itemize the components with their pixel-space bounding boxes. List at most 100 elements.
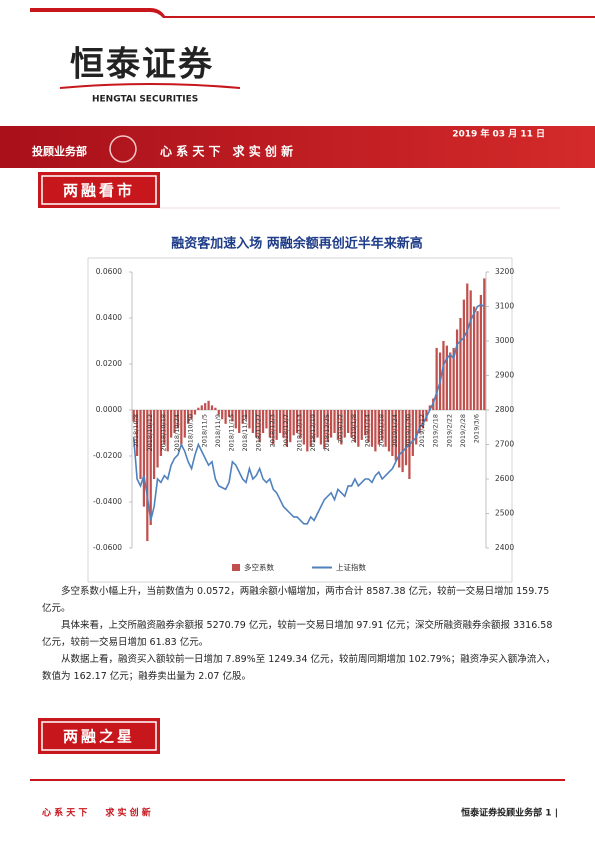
x-tick-label: 2018/10/24 bbox=[173, 414, 181, 451]
bar bbox=[326, 410, 329, 443]
x-tick-label: 2018/11/15 bbox=[228, 414, 236, 451]
y-tick-label: -0.0600 bbox=[93, 543, 122, 552]
legend-label: 多空系数 bbox=[244, 562, 274, 572]
bar bbox=[159, 410, 163, 456]
x-tick-label: 2018/10/30 bbox=[187, 414, 195, 451]
bar bbox=[251, 410, 254, 433]
bar bbox=[302, 410, 306, 445]
paragraphs: 多空系数小幅上升，当前数值为 0.0572，两融余额小幅增加，两市合计 8587… bbox=[42, 583, 560, 685]
x-tick-label: 2019/2/18 bbox=[432, 414, 440, 447]
bar bbox=[367, 410, 370, 443]
y2-tick-label: 3100 bbox=[495, 302, 514, 311]
bar bbox=[278, 410, 282, 433]
banner bbox=[0, 126, 595, 168]
bar bbox=[384, 410, 387, 447]
emblem bbox=[109, 135, 137, 163]
bar bbox=[387, 410, 391, 452]
x-tick-label: 2019/1/18 bbox=[377, 414, 385, 447]
bar bbox=[442, 341, 445, 410]
x-tick-label: 2018/12/19 bbox=[309, 414, 317, 451]
y-tick-label: 0.0200 bbox=[96, 359, 122, 368]
bar bbox=[214, 407, 217, 410]
y2-tick-label: 2800 bbox=[495, 405, 514, 414]
bar bbox=[248, 410, 251, 429]
logo: 恒泰证券 bbox=[70, 45, 214, 85]
bar bbox=[187, 410, 190, 424]
bar bbox=[398, 410, 401, 468]
line bbox=[132, 303, 485, 525]
bar bbox=[391, 410, 394, 456]
bar bbox=[476, 311, 479, 410]
bar bbox=[149, 410, 152, 525]
bar bbox=[404, 410, 408, 466]
bar bbox=[319, 410, 323, 445]
bar bbox=[449, 352, 452, 410]
bar bbox=[415, 410, 418, 445]
y2-tick-label: 3000 bbox=[495, 336, 514, 345]
chart: -0.0600 -0.0400 -0.0200 0.0000 0.0200 0.0400 0… bbox=[93, 267, 514, 572]
y2-tick-label: 2700 bbox=[495, 440, 514, 449]
bar bbox=[340, 410, 343, 445]
bar bbox=[401, 410, 404, 473]
x-tick-label: 2019/2/28 bbox=[459, 414, 467, 447]
bar bbox=[282, 410, 285, 438]
x-tick-label: 2019/1/2 bbox=[336, 414, 344, 443]
chart-frame bbox=[87, 257, 513, 583]
bar bbox=[316, 410, 319, 438]
x-tick-label: 2018/11/27 bbox=[255, 414, 263, 451]
bar bbox=[306, 410, 309, 452]
section-box bbox=[38, 718, 160, 754]
bar bbox=[166, 410, 169, 452]
x-tick-label: 2019/1/30 bbox=[405, 414, 413, 447]
bar bbox=[435, 347, 438, 410]
bar bbox=[231, 410, 234, 422]
bar bbox=[217, 410, 220, 415]
y-tick-label: 0.0000 bbox=[96, 405, 122, 414]
bar bbox=[479, 295, 483, 410]
bar bbox=[132, 410, 135, 422]
section-frame bbox=[41, 721, 157, 751]
bar bbox=[292, 410, 295, 436]
bar bbox=[428, 405, 431, 410]
bar bbox=[135, 410, 139, 456]
bar bbox=[483, 278, 486, 410]
x-tick-label: 2019/3/6 bbox=[473, 414, 481, 443]
bar bbox=[336, 410, 340, 440]
bar bbox=[347, 410, 350, 433]
bar bbox=[221, 410, 224, 420]
y2-tick-label: 2500 bbox=[495, 509, 514, 518]
bar bbox=[142, 410, 146, 507]
logo-en: HENGTAI SECURITIES bbox=[92, 95, 198, 105]
x-tick-label: 2018/11/9 bbox=[214, 414, 222, 447]
bar bbox=[146, 410, 149, 542]
y-tick-label: 0.0600 bbox=[96, 267, 122, 276]
bar bbox=[312, 410, 316, 443]
bar bbox=[289, 410, 292, 443]
slogan: 心 系 天 下 求 实 创 新 bbox=[160, 144, 293, 159]
x-tick-label: 2018/12/7 bbox=[282, 414, 290, 447]
bar bbox=[295, 410, 299, 433]
bar bbox=[268, 410, 271, 438]
department: 投顾业务部 bbox=[32, 144, 87, 158]
x-tick-label: 2018/10/18 bbox=[159, 414, 167, 451]
bar bbox=[183, 410, 186, 438]
bar bbox=[180, 410, 183, 445]
bar bbox=[462, 299, 465, 410]
bar bbox=[173, 410, 176, 433]
x-tick-label: 2019/2/12 bbox=[418, 414, 426, 447]
bar bbox=[238, 410, 241, 433]
x-tick-label: 2018/12/3 bbox=[268, 414, 276, 447]
bar bbox=[285, 410, 288, 447]
x-tick-label: 2018/12/13 bbox=[296, 414, 304, 451]
section-box bbox=[38, 172, 160, 208]
x-tick-label: 2018/12/25 bbox=[323, 414, 331, 451]
footer-page: 恒泰证券投顾业务部 1 | bbox=[461, 807, 558, 819]
bar bbox=[360, 410, 363, 440]
x-tick-label: 2018/11/21 bbox=[241, 414, 249, 451]
y2-tick-label: 2900 bbox=[495, 371, 514, 380]
bar bbox=[224, 410, 227, 424]
paragraph: 从数据上看，融资买入额较前一日增加 7.89%至 1249.34 亿元，较前周同… bbox=[42, 654, 556, 682]
top-bar bbox=[30, 8, 595, 18]
bar bbox=[156, 410, 159, 468]
